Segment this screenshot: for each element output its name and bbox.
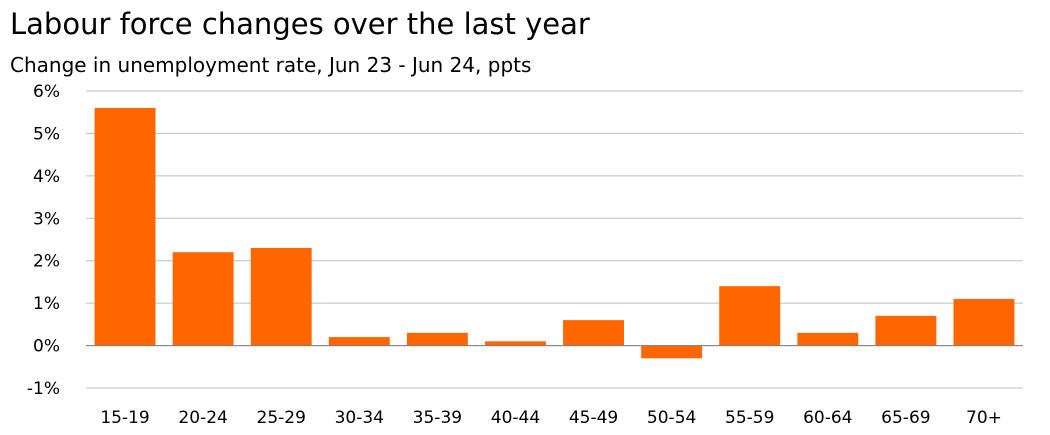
bar	[94, 107, 156, 346]
bar	[328, 337, 390, 346]
y-tick-label: 4%	[33, 167, 60, 187]
x-tick-label: 15-19	[100, 408, 149, 428]
y-tick-label: 2%	[33, 252, 60, 272]
x-tick-label: 60-64	[803, 408, 852, 428]
y-tick-label: 6%	[33, 82, 60, 102]
y-tick-label: -1%	[27, 379, 60, 399]
y-tick-label: 3%	[33, 209, 60, 229]
bar	[953, 298, 1015, 346]
x-tick-label: 25-29	[257, 408, 306, 428]
x-tick-label: 70+	[966, 408, 1002, 428]
x-tick-label: 65-69	[881, 408, 930, 428]
x-axis-ticks: 15-19 20-24 25-29 30-34 35-39 40-44 45-49 50-54…	[100, 408, 1002, 428]
x-tick-label: 45-49	[569, 408, 618, 428]
x-tick-label: 55-59	[725, 408, 774, 428]
bars	[94, 107, 1015, 359]
y-tick-label: 5%	[33, 124, 60, 144]
bar	[641, 345, 703, 359]
bar	[406, 332, 468, 346]
bar	[719, 286, 781, 346]
bar	[172, 252, 234, 346]
x-tick-label: 40-44	[491, 408, 540, 428]
x-tick-label: 30-34	[335, 408, 384, 428]
y-axis-ticks: 6% 5% 4% 3% 2% 1% 0% -1%	[27, 82, 60, 399]
bar	[875, 315, 937, 346]
bar	[563, 320, 624, 346]
x-tick-label: 35-39	[413, 408, 462, 428]
chart-title: Labour force changes over the last year	[10, 7, 590, 41]
bar	[797, 332, 859, 346]
chart-subtitle: Change in unemployment rate, Jun 23 - Ju…	[10, 53, 532, 77]
x-tick-label: 50-54	[647, 408, 696, 428]
bar	[485, 341, 546, 346]
bar	[250, 247, 312, 346]
y-tick-label: 1%	[33, 294, 60, 314]
y-tick-label: 0%	[33, 337, 60, 357]
x-tick-label: 20-24	[178, 408, 227, 428]
